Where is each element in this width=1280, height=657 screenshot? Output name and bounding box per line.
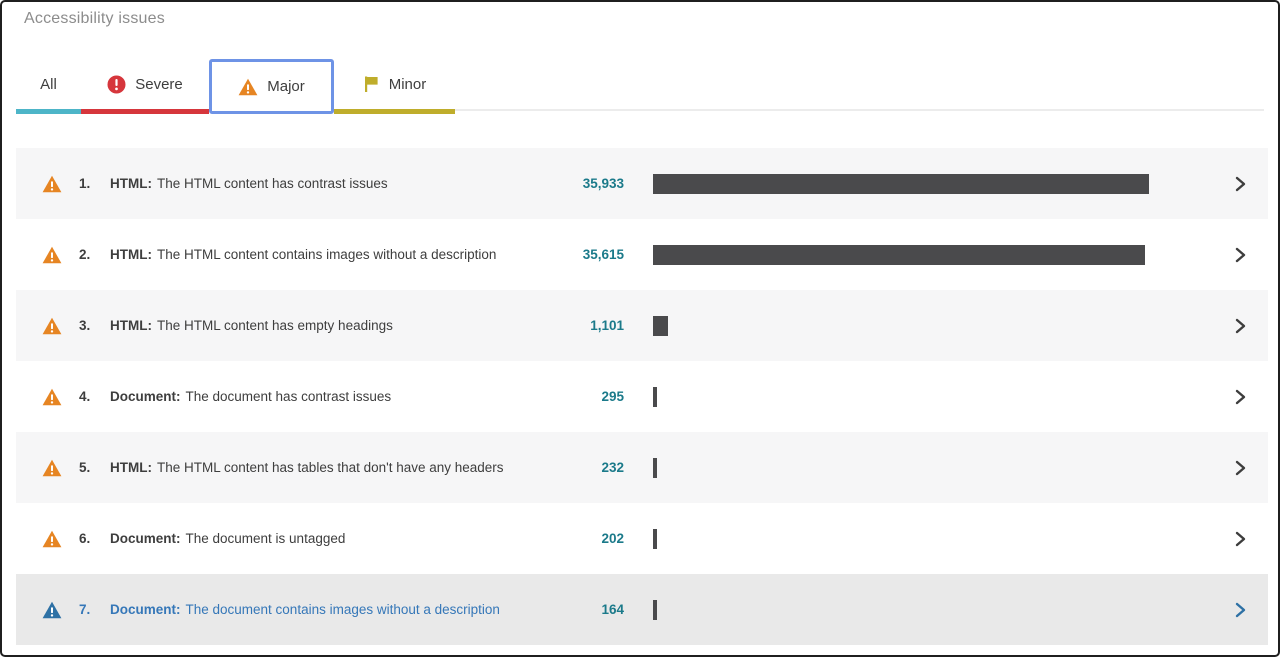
chevron-right-icon[interactable] [1235, 602, 1246, 618]
tab-severe-underline [81, 109, 209, 114]
tab-all[interactable]: All [16, 59, 81, 114]
issue-count: 35,615 [582, 247, 624, 262]
issue-list: 1. HTML: The HTML content has contrast is… [16, 148, 1268, 645]
tab-minor-underline [334, 109, 455, 114]
tab-major-label: Major [267, 78, 305, 95]
issue-row-6[interactable]: 6. Document: The document is untagged 202 [16, 503, 1268, 574]
issue-bar [653, 244, 1153, 265]
issue-rank: 5. [79, 460, 91, 475]
issue-bar [653, 315, 1153, 336]
issue-description: HTML: The HTML content contains images wi… [110, 247, 497, 262]
chevron-right-icon[interactable] [1235, 176, 1246, 192]
issue-bar [653, 173, 1153, 194]
issue-description: Document: The document has contrast issue… [110, 389, 392, 404]
issue-count: 35,933 [582, 176, 624, 191]
issue-bar [653, 386, 1153, 407]
tab-all-underline [16, 109, 81, 114]
major-warning-triangle-icon [238, 78, 258, 96]
severity-tabs: All Severe Major Minor [16, 59, 1264, 114]
chevron-right-icon[interactable] [1235, 531, 1246, 547]
issue-rank: 2. [79, 247, 91, 262]
severe-exclamation-circle-icon [107, 75, 126, 94]
issue-description: HTML: The HTML content has empty headings [110, 318, 393, 333]
issue-row-4[interactable]: 4. Document: The document has contrast is… [16, 361, 1268, 432]
warning-triangle-icon [42, 601, 62, 619]
issue-row-1[interactable]: 1. HTML: The HTML content has contrast is… [16, 148, 1268, 219]
warning-triangle-icon [42, 246, 62, 264]
issue-bar [653, 528, 1153, 549]
warning-triangle-icon [42, 388, 62, 406]
issue-row-7[interactable]: 7. Document: The document contains images… [16, 574, 1268, 645]
chevron-right-icon[interactable] [1235, 460, 1246, 476]
page-title: Accessibility issues [24, 10, 165, 27]
issue-description: Document: The document contains images wi… [110, 602, 500, 617]
issue-description: HTML: The HTML content has tables that do… [110, 460, 504, 475]
minor-flag-icon [363, 75, 380, 93]
issue-bar [653, 457, 1153, 478]
issue-row-5[interactable]: 5. HTML: The HTML content has tables that… [16, 432, 1268, 503]
tab-minor-label: Minor [388, 75, 427, 93]
tab-all-label: All [40, 75, 57, 93]
tab-severe-label: Severe [135, 75, 183, 93]
chevron-right-icon[interactable] [1235, 247, 1246, 263]
warning-triangle-icon [42, 530, 62, 548]
issue-count: 1,101 [590, 318, 624, 333]
warning-triangle-icon [42, 459, 62, 477]
tab-minor[interactable]: Minor [334, 59, 455, 114]
tab-severe[interactable]: Severe [81, 59, 209, 114]
issue-rank: 6. [79, 531, 91, 546]
issue-count: 202 [601, 531, 624, 546]
chevron-right-icon[interactable] [1235, 318, 1246, 334]
warning-triangle-icon [42, 175, 62, 193]
issue-rank: 4. [79, 389, 91, 404]
issue-count: 164 [601, 602, 624, 617]
issue-row-3[interactable]: 3. HTML: The HTML content has empty headi… [16, 290, 1268, 361]
issue-row-2[interactable]: 2. HTML: The HTML content contains images… [16, 219, 1268, 290]
issue-rank: 3. [79, 318, 91, 333]
issue-rank: 7. [79, 602, 91, 617]
issue-description: HTML: The HTML content has contrast issue… [110, 176, 388, 191]
issue-count: 232 [601, 460, 624, 475]
issue-rank: 1. [79, 176, 91, 191]
tab-major[interactable]: Major [209, 59, 334, 114]
issue-count: 295 [601, 389, 624, 404]
tabstrip-hairline [16, 109, 1264, 111]
issue-bar [653, 599, 1153, 620]
chevron-right-icon[interactable] [1235, 389, 1246, 405]
issue-description: Document: The document is untagged [110, 531, 346, 546]
warning-triangle-icon [42, 317, 62, 335]
